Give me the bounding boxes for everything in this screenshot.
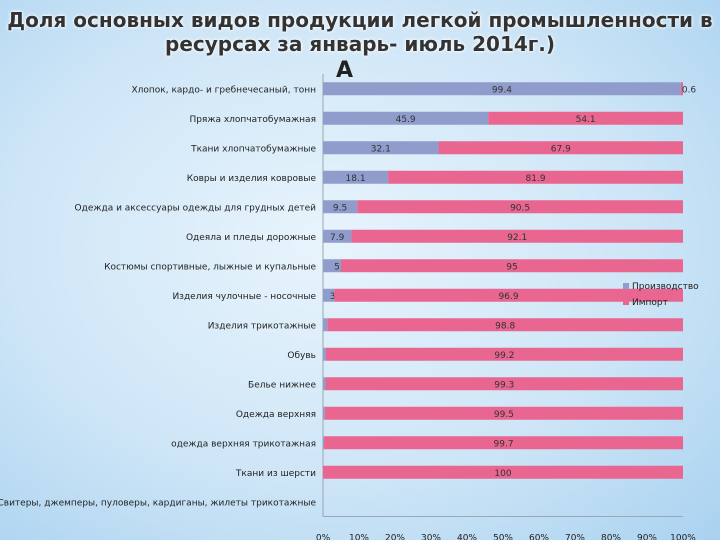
data-label: 100 — [494, 469, 511, 479]
bar-segment-production — [323, 347, 326, 361]
x-tick-label: 90% — [637, 534, 657, 540]
chart-title-line1: Доля основных видов продукции легкой про… — [7, 8, 713, 32]
bar-segment-production — [323, 377, 326, 391]
category-label: Свитеры, джемперы, пуловеры, кардиганы, … — [0, 498, 316, 508]
category-label: Пряжа хлопчатобумажная — [189, 115, 316, 125]
bar-segment-import — [341, 259, 683, 273]
category-label: Костюмы спортивные, лыжные и купальные — [104, 262, 316, 272]
category-label: Одежда и аксессуары одежды для грудных д… — [75, 203, 317, 213]
bar-segment-import — [323, 465, 683, 479]
bar-segment-production — [323, 200, 358, 214]
bar-segment-import — [325, 347, 683, 361]
category-label: Изделия трикотажные — [208, 321, 317, 331]
data-label: 81.9 — [526, 174, 546, 184]
x-tick-label: 10% — [349, 534, 369, 540]
data-label: 99.3 — [494, 380, 514, 390]
category-label: Белье нижнее — [248, 380, 316, 390]
data-label: 9.5 — [333, 203, 347, 213]
data-label: 7.9 — [330, 233, 345, 243]
bar-segment-production — [323, 141, 439, 155]
bar-segment-production — [323, 170, 389, 184]
category-label: одежда верхняя трикотажная — [171, 439, 316, 449]
data-label: 99.5 — [494, 410, 514, 420]
bar-segment-import — [388, 170, 683, 184]
bar-segment-import — [325, 377, 683, 391]
category-label: Ткани хлопчатобумажные — [190, 144, 316, 154]
bar-segment-import — [324, 436, 683, 450]
legend-label: Импорт — [632, 298, 668, 308]
data-label: 99.4 — [492, 85, 512, 95]
x-tick-label: 70% — [565, 534, 585, 540]
marker-letter: А — [336, 58, 354, 83]
bar-segment-import — [351, 229, 683, 243]
x-tick-label: 100% — [670, 534, 696, 540]
bar-segment-import — [327, 318, 683, 332]
x-tick-label: 60% — [529, 534, 549, 540]
data-label: 90.5 — [510, 203, 530, 213]
legend-swatch — [623, 283, 629, 289]
category-label: Хлопок, кардо- и гребнечесаный, тонн — [131, 85, 316, 95]
x-tick-label: 50% — [493, 534, 513, 540]
data-label: 98.8 — [495, 321, 515, 331]
x-tick-label: 20% — [385, 534, 405, 540]
bar-segment-production — [323, 318, 328, 332]
bar-segment-production — [323, 111, 489, 125]
data-label: 99.2 — [494, 351, 514, 361]
bar-segment-import — [680, 82, 683, 96]
bar-segment-production — [323, 82, 681, 96]
data-label: 96.9 — [499, 292, 519, 302]
data-label: 32.1 — [371, 144, 391, 154]
category-label: Ковры и изделия ковровые — [187, 174, 317, 184]
bar-segment-import — [438, 141, 683, 155]
legend-label: Производство — [632, 282, 699, 292]
bar-segment-production — [323, 406, 325, 420]
bar-segment-import — [324, 406, 683, 420]
bar-segment-production — [323, 259, 341, 273]
data-label: 18.1 — [346, 174, 366, 184]
data-label: 92.1 — [507, 233, 527, 243]
chart-title-line2: ресурсах за январь- июль 2014г.) — [165, 32, 555, 56]
x-tick-label: 80% — [601, 534, 621, 540]
chart-title: Доля основных видов продукции легкой про… — [0, 8, 720, 56]
x-tick-label: 0% — [316, 534, 331, 540]
data-label: 45.9 — [396, 115, 416, 125]
x-tick-label: 40% — [457, 534, 477, 540]
bar-segment-production — [323, 436, 325, 450]
legend-swatch — [623, 299, 629, 305]
bar-segment-import — [488, 111, 683, 125]
data-label: 95 — [506, 262, 517, 272]
data-label: 5 — [334, 262, 340, 272]
category-label: Одежда верхняя — [236, 410, 316, 420]
bar-segment-import — [357, 200, 683, 214]
category-label: Изделия чулочные - носочные — [172, 292, 316, 302]
bar-segment-production — [323, 229, 352, 243]
bar-segment-production — [323, 288, 335, 302]
x-tick-label: 30% — [421, 534, 441, 540]
bar-segment-import — [334, 288, 683, 302]
category-label: Ткани из шерсти — [235, 469, 316, 479]
data-label: 99.7 — [494, 439, 514, 449]
data-label: 54.1 — [576, 115, 596, 125]
data-label: 0.6 — [682, 85, 697, 95]
category-label: Одеяла и пледы дорожные — [186, 233, 317, 243]
category-label: Обувь — [287, 351, 316, 361]
data-label: 67.9 — [551, 144, 571, 154]
